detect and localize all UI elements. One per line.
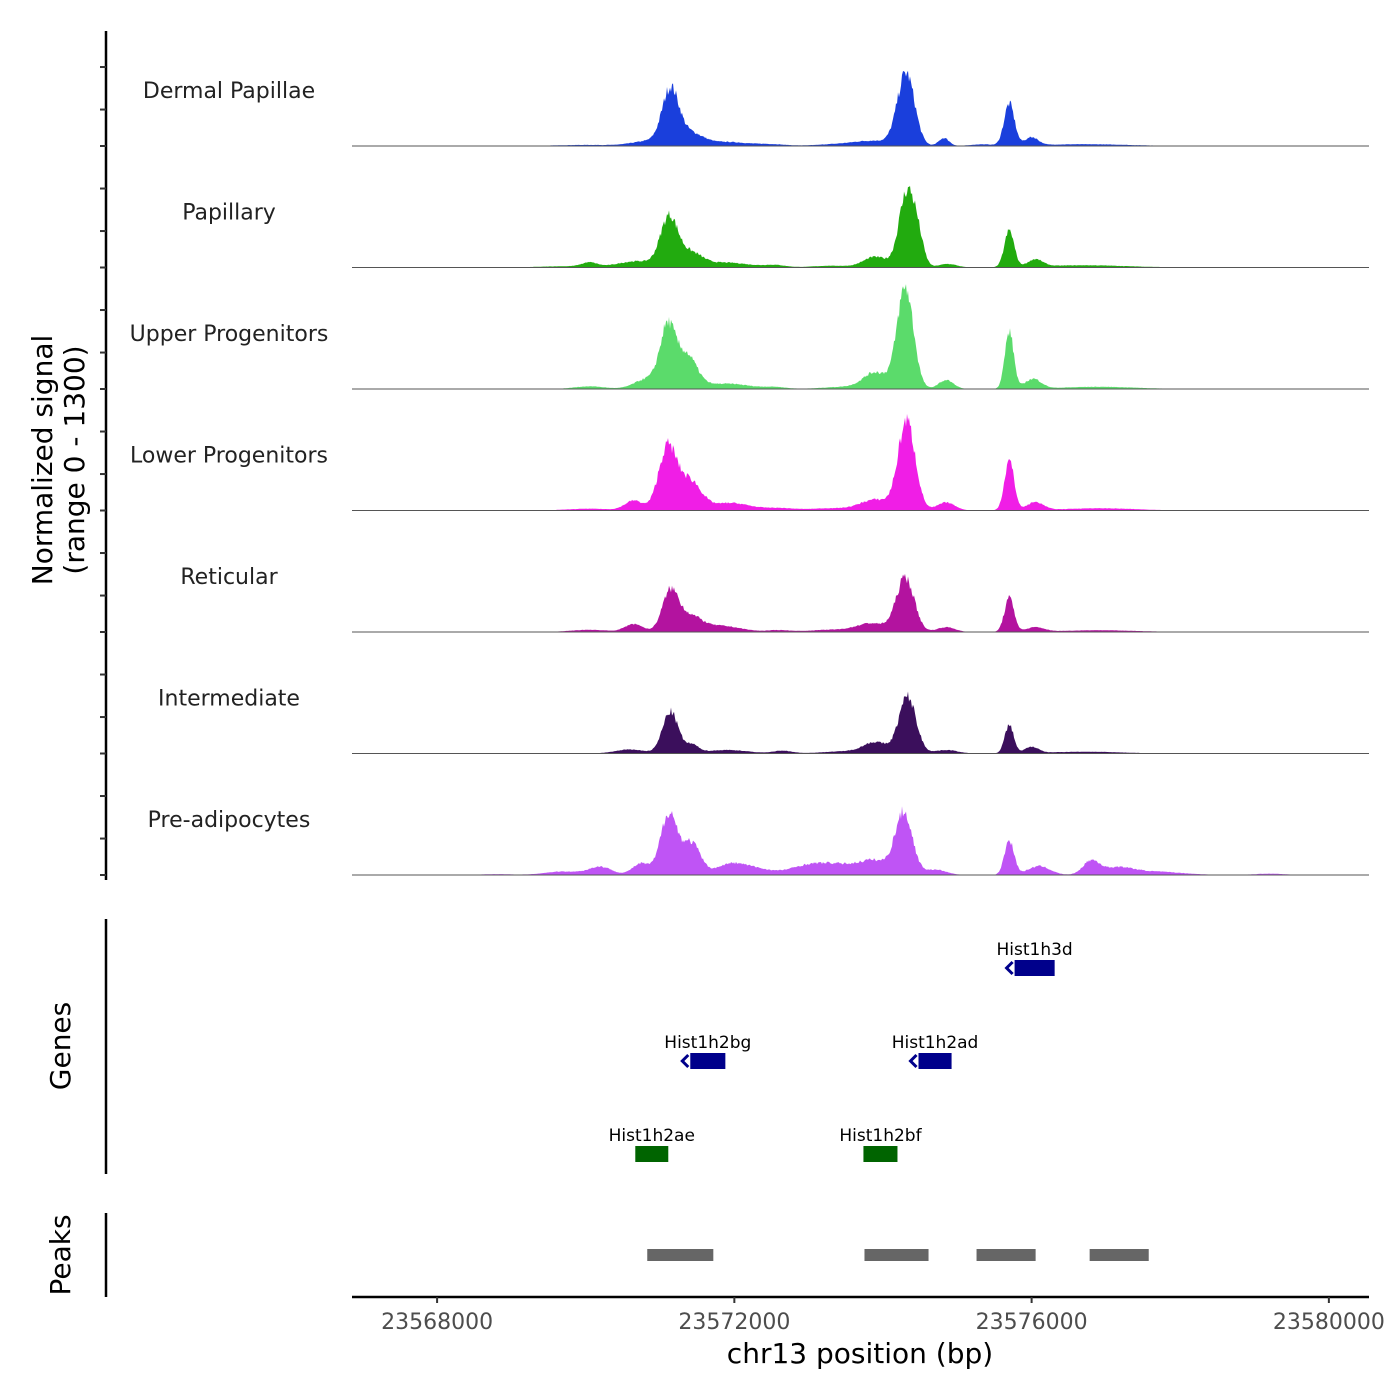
track-reticular: Reticular	[180, 565, 1369, 633]
gene-body	[690, 1053, 726, 1069]
x-tick-label: 23576000	[976, 1310, 1088, 1335]
x-tick-label: 23568000	[381, 1310, 493, 1335]
coverage-area	[352, 806, 1369, 875]
coverage-area	[352, 413, 1369, 511]
peaks-track-title: Peaks	[44, 1214, 77, 1295]
gene-label: Hist1h2ad	[892, 1033, 979, 1053]
peak-region	[1089, 1249, 1149, 1261]
gene-body	[863, 1146, 898, 1162]
gene-label: Hist1h2bf	[839, 1126, 922, 1146]
track-label: Upper Progenitors	[130, 322, 329, 347]
track-label: Intermediate	[158, 687, 300, 712]
gene-hist1h2ad: Hist1h2ad	[892, 1033, 979, 1069]
strand-arrow-icon	[1004, 960, 1014, 976]
track-label: Papillary	[182, 201, 276, 226]
gene-body	[635, 1146, 669, 1162]
signal-y-axis	[100, 31, 108, 880]
coverage-area	[352, 185, 1369, 268]
x-axis: 23568000 23572000 23576000 23580000	[352, 1295, 1385, 1335]
coverage-area	[352, 284, 1369, 389]
track-lower-progenitors: Lower Progenitors	[130, 413, 1369, 511]
coverage-tracks: Dermal Papillae Papillary Upper Progenitor…	[130, 70, 1369, 876]
strand-arrow-icon	[908, 1053, 918, 1069]
track-upper-progenitors: Upper Progenitors	[130, 284, 1369, 390]
genes-track-title: Genes	[44, 1002, 77, 1090]
gene-body	[1014, 960, 1055, 976]
track-label: Lower Progenitors	[130, 444, 328, 469]
x-tick-label: 23572000	[678, 1310, 790, 1335]
peak-region	[647, 1249, 714, 1261]
coverage-area	[352, 70, 1369, 146]
gene-hist1h2bf: Hist1h2bf	[839, 1126, 923, 1162]
y-axis-title-line1: Normalized signal	[26, 335, 59, 586]
track-intermediate: Intermediate	[158, 687, 1369, 754]
gene-hist1h3d: Hist1h3d	[997, 940, 1073, 976]
x-tick-label: 23580000	[1273, 1310, 1385, 1335]
track-label: Reticular	[180, 565, 278, 590]
track-papillary: Papillary	[182, 185, 1369, 268]
x-axis-title: chr13 position (bp)	[727, 1337, 993, 1370]
coverage-area	[352, 691, 1369, 754]
gene-label: Hist1h3d	[997, 940, 1073, 960]
peak-regions	[647, 1249, 1149, 1261]
gene-hist1h2ae: Hist1h2ae	[609, 1126, 695, 1162]
strand-arrow-icon	[680, 1053, 690, 1069]
peak-region	[864, 1249, 929, 1261]
gene-label: Hist1h2bg	[664, 1033, 751, 1053]
gene-hist1h2bg: Hist1h2bg	[664, 1033, 751, 1069]
track-label: Dermal Papillae	[143, 79, 315, 104]
track-label: Pre-adipocytes	[148, 808, 311, 833]
track-dermal-papillae: Dermal Papillae	[143, 70, 1369, 147]
gene-annotations: Hist1h3d Hist1h2bg Hist1h2ad Hist1h2ae Hist1…	[609, 940, 1073, 1162]
gene-body	[918, 1053, 952, 1069]
gene-label: Hist1h2ae	[609, 1126, 695, 1146]
coverage-area	[352, 573, 1369, 632]
y-axis-title-line2: (range 0 - 1300)	[58, 345, 91, 574]
peak-region	[976, 1249, 1036, 1261]
track-pre-adipocytes: Pre-adipocytes	[148, 806, 1369, 876]
